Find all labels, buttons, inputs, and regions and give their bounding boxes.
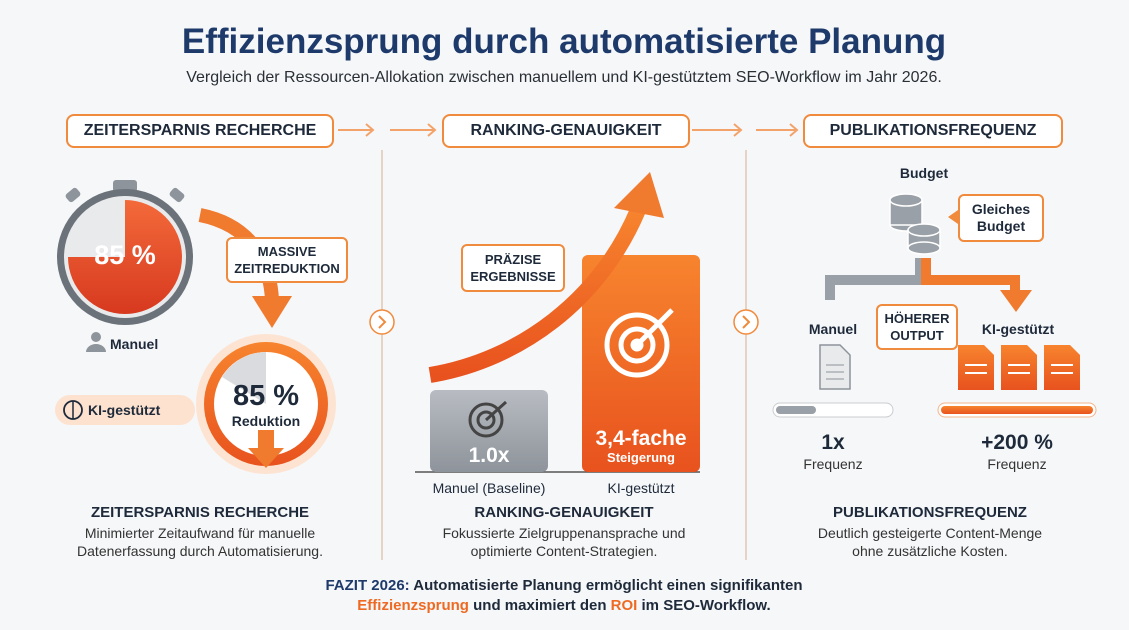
result-dial [196,334,336,474]
footer-text: Fokussierte Zielgruppenansprache und [442,525,686,541]
doc-manual [819,344,851,390]
header-connectors [338,123,799,137]
flow-arrowhead [252,296,292,328]
callout: MASSIVE ZEITREDUKTION [226,237,348,283]
ki-pill [55,395,195,425]
callout-line: ZEITREDUKTION [234,261,340,276]
stopwatch-value: 85 % [94,240,156,270]
brain-icon [63,400,83,420]
subtitle: Vergleich der Ressourcen-Allokation zwis… [186,69,942,86]
ai-unit: Frequenz [987,456,1047,472]
callout-line: ERGEBNISSE [470,269,556,284]
progress-manual [776,406,816,414]
manual-unit: Frequenz [803,456,863,472]
conclusion-line: FAZIT 2026: Automatisierte Planung ermög… [325,577,802,594]
footer-title: ZEITERSPARNIS RECHERCHE [90,504,310,521]
progress-ai [941,406,1093,414]
callout: Gleiches Budget [958,194,1044,242]
footer-text: Datenerfassung durch Automatisierung. [77,543,323,559]
conclusion-lead: FAZIT 2026: [325,577,410,594]
conclusion-line: Effizienzsprung und maximiert den ROI im… [357,597,770,614]
budget-label: Budget [899,165,949,181]
growth-arrow [428,206,646,383]
baseline-label: Manuel (Baseline) [432,480,546,496]
result-label: Reduktion [231,413,301,429]
section-heading: RANKING-GENAUIGKEIT [442,114,690,148]
conclusion-highlight: ROI [610,597,638,614]
ai-label: KI-gestützt [88,402,161,418]
manual-label: Manuel [808,321,858,337]
ai-value: +200 % [981,431,1053,454]
callout-line: HÖHERER [884,311,950,326]
callout-line: PRÄZISE [484,252,542,267]
baseline-bar [430,390,548,472]
manual-label: Manuel [110,336,159,352]
ai-label: KI-gestützt [607,480,675,496]
callout: PRÄZISE ERGEBNISSE [461,244,565,292]
target-icon-large [604,308,674,378]
conclusion-text: im SEO-Workflow. [641,597,771,614]
footer-text: ohne zusätzliche Kosten. [852,543,1008,559]
growth-arrowhead [614,172,664,218]
ai-value-label: Steigerung [607,450,675,465]
divider-chevrons [369,309,759,335]
footer-text: Minimierter Zeitaufwand für manuelle [84,525,316,541]
manual-value: 1x [821,431,845,454]
database-icon [889,193,941,255]
callout: HÖHERER OUTPUT [876,304,958,350]
callout-line: MASSIVE [257,244,317,259]
footer-title: PUBLIKATIONSFREQUENZ [833,504,1027,521]
split-ai [921,258,1020,292]
split-arrowhead [1000,290,1032,312]
callout-pointer [948,210,958,224]
footer-title: RANKING-GENAUIGKEIT [474,504,654,521]
ai-value: 3,4-fache [595,427,687,450]
docs-ai [958,345,1080,390]
callout-line: Gleiches [971,201,1031,217]
split-manual [825,258,925,300]
footer-text: optimierte Content-Strategien. [470,543,658,559]
callout-line: OUTPUT [890,328,944,343]
footer-text: Deutlich gesteigerte Content-Menge [817,525,1043,541]
conclusion-highlight: Effizienzsprung [357,597,469,614]
stopwatch [57,180,193,325]
target-icon-small [468,400,508,438]
section-heading: ZEITERSPARNIS RECHERCHE [66,114,334,148]
section-heading: PUBLIKATIONSFREQUENZ [803,114,1063,148]
person-icon [86,332,106,352]
ai-label: KI-gestützt [981,321,1055,337]
result-value: 85 % [232,380,300,412]
baseline-value: 1.0x [468,444,510,467]
title: Effizienzsprung durch automatisierte Pla… [181,22,947,61]
conclusion-text: und maximiert den [473,597,607,614]
callout-line: Budget [976,218,1026,234]
dividers [381,150,747,560]
conclusion-text: Automatisierte Planung ermöglicht einen … [413,577,803,594]
